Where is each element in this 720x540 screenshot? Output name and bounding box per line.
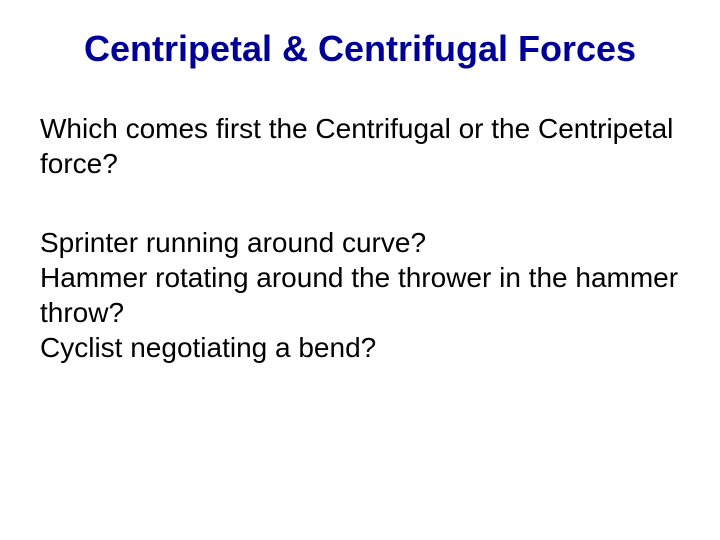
slide-title: Centripetal & Centrifugal Forces [40,28,680,69]
example-cyclist: Cyclist negotiating a bend? [40,330,680,365]
example-hammer: Hammer rotating around the thrower in th… [40,260,680,330]
example-sprinter: Sprinter running around curve? [40,225,680,260]
slide-container: Centripetal & Centrifugal Forces Which c… [0,0,720,540]
question-paragraph: Which comes first the Centrifugal or the… [40,111,680,181]
